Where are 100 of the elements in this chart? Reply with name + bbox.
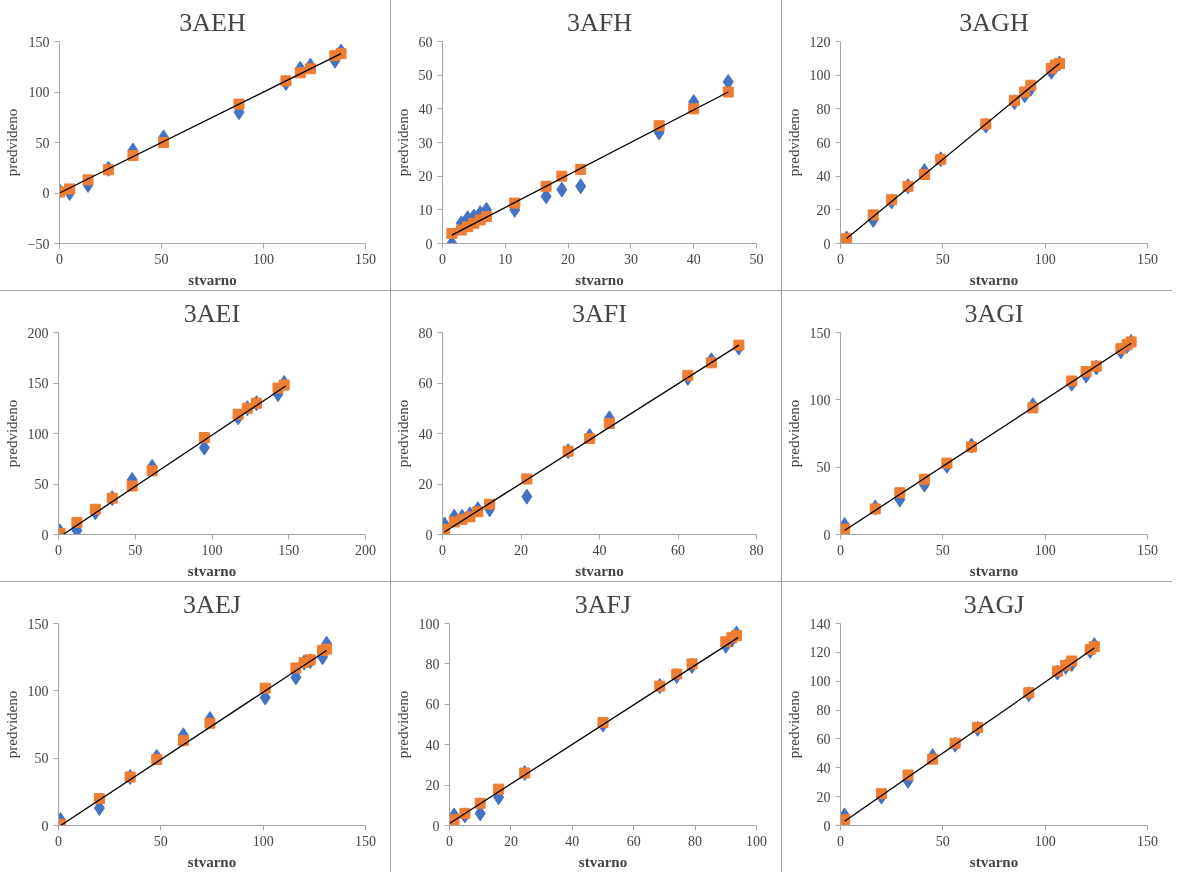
y-tick-label: 50 (35, 135, 50, 151)
x-tick-label: 40 (592, 542, 607, 558)
y-axis-title: predvideno (785, 108, 802, 177)
x-tick-label: 150 (1137, 251, 1158, 267)
y-axis-title: predvideno (3, 108, 20, 177)
y-tick-label: 40 (816, 760, 831, 776)
y-tick-label: 100 (28, 85, 50, 100)
y-tick-label: 150 (27, 616, 49, 632)
y-tick-label: 100 (809, 392, 831, 408)
y-tick-label: 40 (425, 737, 440, 753)
y-tick-label: 60 (418, 376, 433, 391)
y-tick-label: 200 (27, 325, 49, 341)
x-tick-label: 50 (935, 251, 950, 267)
x-tick-label: 0 (446, 833, 453, 849)
x-tick-label: 20 (503, 833, 518, 849)
y-tick-label: 60 (418, 34, 433, 50)
x-tick-label: 50 (154, 251, 169, 267)
x-tick-label: 100 (1034, 542, 1056, 558)
x-tick-label: 0 (837, 833, 844, 849)
y-tick-label: 20 (425, 778, 440, 794)
y-tick-label: 60 (816, 731, 831, 747)
x-tick-label: 150 (1137, 542, 1158, 558)
x-tick-label: 100 (252, 833, 274, 849)
x-tick-label: 0 (837, 251, 844, 267)
x-axis-title: stvarno (187, 562, 237, 579)
y-tick-label: 20 (816, 789, 831, 805)
x-tick-label: 40 (565, 833, 580, 849)
x-axis-title: stvarno (969, 562, 1019, 579)
x-axis-title: stvarno (575, 271, 624, 288)
x-tick-label: 60 (671, 542, 685, 558)
x-tick-label: 50 (935, 833, 950, 849)
y-tick-label: −50 (27, 236, 50, 252)
x-tick-label: 20 (561, 251, 576, 267)
chart-title: 3AEI (183, 298, 241, 328)
y-tick-label: 20 (418, 477, 433, 492)
x-tick-label: 50 (749, 251, 764, 267)
y-tick-label: 80 (816, 101, 831, 117)
x-tick-label: 50 (153, 833, 168, 849)
y-tick-label: 150 (809, 325, 831, 341)
x-tick-label: 100 (201, 542, 223, 558)
chart-title: 3AGJ (963, 589, 1025, 619)
y-axis-title: predvideno (394, 399, 411, 468)
x-tick-label: 150 (355, 251, 376, 267)
chart-title: 3AGH (959, 7, 1029, 37)
y-tick-label: 120 (809, 645, 831, 661)
y-tick-label: 100 (809, 674, 831, 690)
y-tick-label: 150 (27, 376, 49, 391)
y-tick-label: 140 (809, 616, 831, 632)
chart-title: 3AGI (964, 298, 1024, 328)
x-tick-label: 150 (1137, 833, 1158, 849)
y-tick-label: 50 (816, 460, 831, 476)
x-axis-title: stvarno (969, 271, 1019, 288)
x-tick-label: 200 (355, 542, 376, 558)
x-tick-label: 150 (355, 833, 376, 849)
y-axis-title: predvideno (3, 399, 20, 468)
x-tick-label: 20 (514, 542, 528, 558)
y-tick-label: 80 (425, 656, 440, 672)
x-axis-title: stvarno (187, 853, 237, 870)
x-tick-label: 0 (56, 251, 63, 267)
y-tick-label: 0 (41, 818, 49, 834)
y-tick-label: 0 (425, 236, 433, 252)
x-tick-label: 100 (1034, 251, 1056, 267)
y-tick-label: 0 (823, 236, 831, 252)
x-tick-label: 100 (746, 833, 767, 849)
x-tick-label: 100 (1034, 833, 1056, 849)
y-tick-label: 0 (823, 818, 831, 834)
y-tick-label: 50 (34, 751, 49, 767)
x-tick-label: 40 (686, 251, 701, 267)
y-tick-label: 0 (41, 527, 49, 543)
y-tick-label: 40 (418, 101, 433, 117)
x-tick-label: 150 (278, 542, 300, 558)
y-tick-label: 50 (34, 477, 49, 492)
y-tick-label: 0 (425, 527, 433, 543)
y-tick-label: 0 (432, 818, 440, 834)
y-tick-label: 40 (418, 426, 433, 442)
y-tick-label: 60 (816, 135, 831, 151)
y-axis-title: predvideno (394, 108, 411, 177)
chart-title: 3AFH (566, 7, 633, 37)
y-axis-title: predvideno (3, 690, 20, 759)
y-tick-label: 60 (425, 697, 440, 713)
y-axis-title: predvideno (394, 690, 411, 759)
y-tick-label: 100 (809, 68, 831, 84)
x-tick-label: 0 (55, 542, 62, 558)
x-tick-label: 50 (935, 542, 950, 558)
y-axis-title: predvideno (785, 399, 802, 468)
chart-title: 3AEH (179, 7, 246, 37)
x-axis-title: stvarno (575, 562, 624, 579)
x-tick-label: 80 (688, 833, 703, 849)
x-tick-label: 0 (55, 833, 62, 849)
y-tick-label: 100 (418, 616, 440, 632)
y-tick-label: 10 (418, 202, 433, 218)
y-tick-label: 80 (816, 703, 831, 719)
y-tick-label: 50 (418, 68, 433, 84)
x-axis-title: stvarno (969, 853, 1019, 870)
chart-title: 3AEJ (183, 589, 241, 619)
x-tick-label: 0 (837, 542, 844, 558)
y-tick-label: 0 (42, 186, 50, 201)
y-tick-label: 40 (816, 169, 831, 185)
y-tick-label: 150 (28, 34, 50, 50)
y-tick-label: 100 (27, 683, 49, 699)
